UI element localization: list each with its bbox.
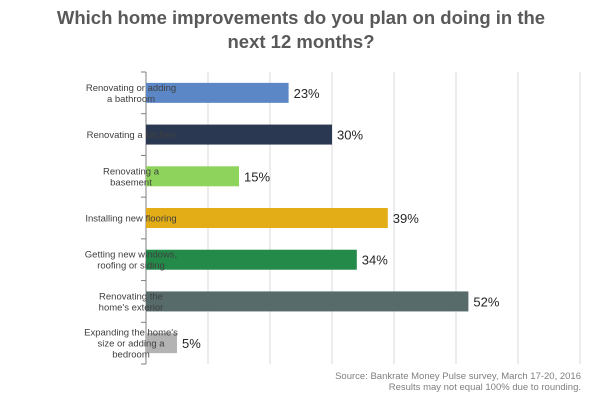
chart-title-line-2: next 12 months? xyxy=(227,31,375,52)
category-label: roofing or siding xyxy=(97,261,165,272)
chart-title-line-1: Which home improvements do you plan on d… xyxy=(56,7,546,28)
bar-value-label: 52% xyxy=(473,294,499,309)
bar-value-label: 39% xyxy=(393,211,419,226)
bar-value-label: 5% xyxy=(182,336,201,351)
category-label: home's exterior xyxy=(99,302,164,313)
category-label: Installing new flooring xyxy=(85,214,176,225)
category-label: Renovating a kitchen xyxy=(87,130,176,141)
bar xyxy=(146,333,177,354)
bar xyxy=(146,249,357,270)
bar-value-label: 23% xyxy=(294,86,320,101)
category-label: basement xyxy=(110,177,152,188)
rounding-note: Results may not equal 100% due to roundi… xyxy=(388,382,581,393)
chart-title: Which home improvements do you plan on d… xyxy=(0,6,602,54)
bar-value-label: 30% xyxy=(337,128,363,143)
bar xyxy=(146,291,469,312)
source-line: Source: Bankrate Money Pulse survey, Mar… xyxy=(335,371,581,382)
bar xyxy=(146,208,388,228)
bar-value-label: 15% xyxy=(244,169,270,184)
category-label: Expanding the home's xyxy=(84,328,178,339)
category-label: size or adding a xyxy=(97,339,165,350)
category-label: Renovating a xyxy=(103,166,160,177)
bar xyxy=(146,166,239,187)
bar-value-label: 34% xyxy=(362,253,388,268)
category-label: a bathroom xyxy=(107,94,155,105)
category-label: Renovating the xyxy=(99,291,163,302)
category-label: Getting new windows, xyxy=(85,250,177,261)
category-label: bedroom xyxy=(112,350,150,361)
source-note: Source: Bankrate Money Pulse survey, Mar… xyxy=(335,371,581,393)
category-label: Renovating or adding xyxy=(86,83,176,94)
bar xyxy=(146,82,289,103)
bar xyxy=(146,124,332,145)
